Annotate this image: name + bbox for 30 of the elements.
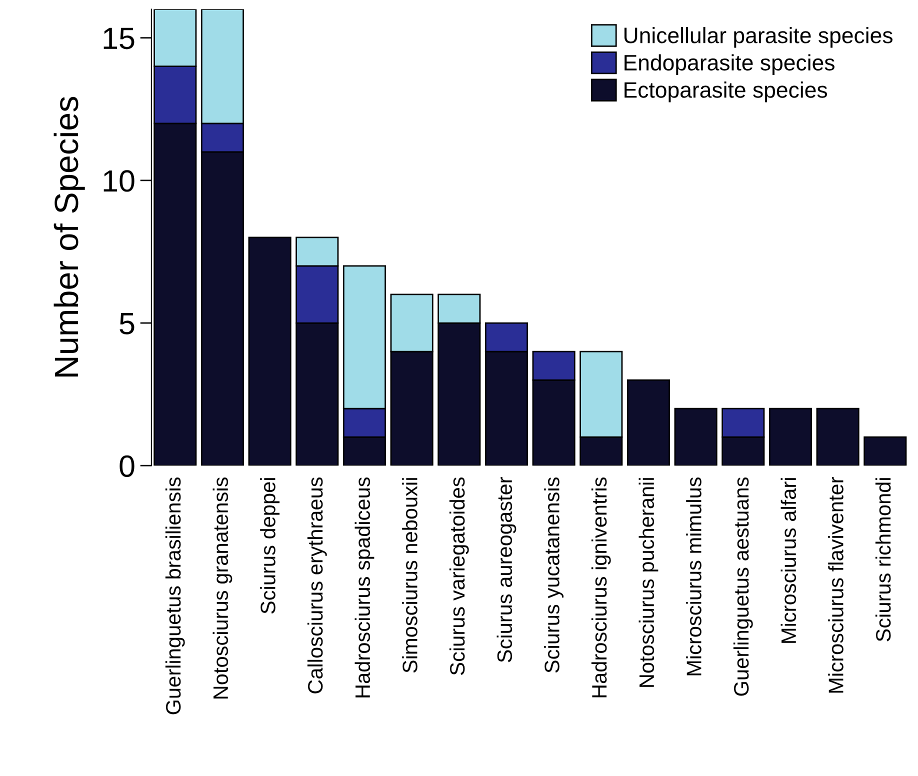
x-tick-label: Notosciurus granatensis (212, 477, 232, 698)
y-tick-label: 5 (120, 313, 134, 334)
x-tick-label: Microsciurus mimulus (686, 477, 702, 676)
bar (674, 408, 718, 466)
y-tick-label: 15 (104, 28, 134, 50)
x-tick-label: Sciurus variegatoides (449, 477, 469, 675)
x-tick-label: Sciurus richmondi (875, 478, 891, 642)
x-tick-label: Notosciurus pucheranii (638, 478, 658, 687)
bar (864, 436, 907, 466)
legend-label: Endoparasite species (624, 54, 834, 75)
x-tick-label: Sciurus deppei (260, 478, 280, 614)
x-tick-label: Simosciurus nebouxii (402, 478, 418, 673)
x-tick-label: Microsciurus flaviventer (828, 477, 844, 693)
x-tick-label: Callosciurus erythraeus (307, 477, 327, 694)
x-tick-label: Microsciurus alfari (780, 478, 796, 643)
bar (768, 408, 812, 466)
x-tick-label: Guerlinguetus aestuans (733, 477, 753, 696)
legend-label: Ectoparasite species (624, 82, 828, 102)
x-tick-label: Hadrosciurus spadiceus (354, 477, 374, 698)
y-tick-label: 10 (104, 170, 134, 192)
bar (626, 379, 670, 466)
x-tick-label: Sciurus yucatanensis (544, 477, 564, 673)
x-tick-label: Hadrosciurus igniventris (591, 477, 611, 698)
x-tick-label: Sciurus aureogaster (496, 477, 516, 662)
bar (816, 408, 860, 466)
bar (248, 236, 292, 466)
y-axis-title: Number of Species (54, 96, 85, 376)
x-tick-label: Guerlinguetus brasiliensis (165, 477, 185, 714)
legend-label: Unicellular parasite species (624, 26, 892, 48)
y-tick-label: 0 (120, 455, 134, 477)
